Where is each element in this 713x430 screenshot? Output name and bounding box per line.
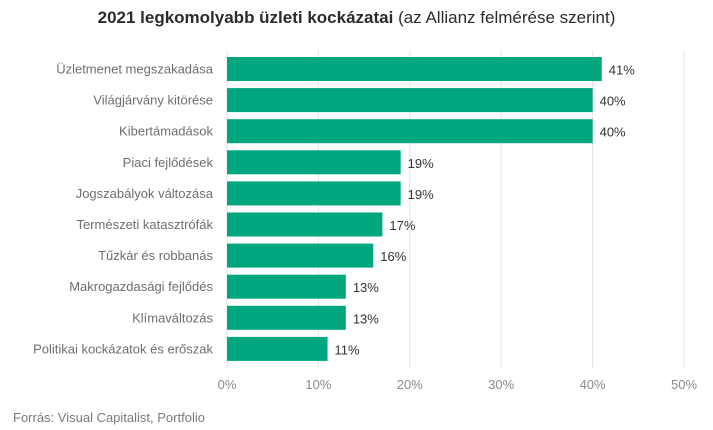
category-label: Világjárvány kitörése [93,93,213,108]
category-label: Tűzkár és robbanás [98,248,213,263]
source-note: Forrás: Visual Capitalist, Portfolio [13,410,205,425]
bar [227,243,374,268]
bar [227,181,401,206]
category-label: Üzletmenet megszakadása [56,62,214,77]
category-label: Kibertámadások [119,124,213,139]
bar-chart: 0% 10% 20% 30% 40% 50% Üzletmenet megszakadása… [33,50,697,392]
bar [227,274,346,299]
bar [227,57,602,81]
x-tick-label: 10% [305,377,331,392]
bar [227,88,593,113]
x-tick-label: 40% [580,377,606,392]
x-tick-label: 0% [218,377,237,392]
chart-title: 2021 legkomolyabb üzleti kockázatai (az … [0,8,713,28]
value-label: 40% [600,125,626,140]
category-label: Makrogazdasági fejlődés [69,279,213,294]
bar [227,212,383,237]
bar [227,119,593,144]
chart-title-main: 2021 legkomolyabb üzleti kockázatai [97,8,394,27]
category-label: Jogszabályok változása [76,186,214,201]
value-label: 41% [609,63,635,78]
category-label: Klímaváltozás [132,310,213,325]
value-label: 13% [353,280,379,295]
chart-title-subtitle: (az Allianz felmérése szerint) [393,8,616,27]
category-label: Politikai kockázatok és erőszak [33,341,213,356]
value-label: 11% [335,342,360,357]
bar [227,150,401,175]
value-label: 19% [408,156,434,171]
x-tick-label: 50% [671,377,697,392]
category-label: Piaci fejlődések [123,155,214,170]
value-label: 16% [380,249,406,264]
x-tick-label: 20% [397,377,423,392]
category-label: Természeti katasztrófák [76,217,213,232]
value-label: 17% [389,218,415,233]
x-tick-label: 30% [488,377,514,392]
value-label: 19% [408,187,434,202]
bar [227,305,346,330]
bar [227,336,328,361]
value-label: 40% [600,94,626,109]
value-label: 13% [353,311,379,326]
